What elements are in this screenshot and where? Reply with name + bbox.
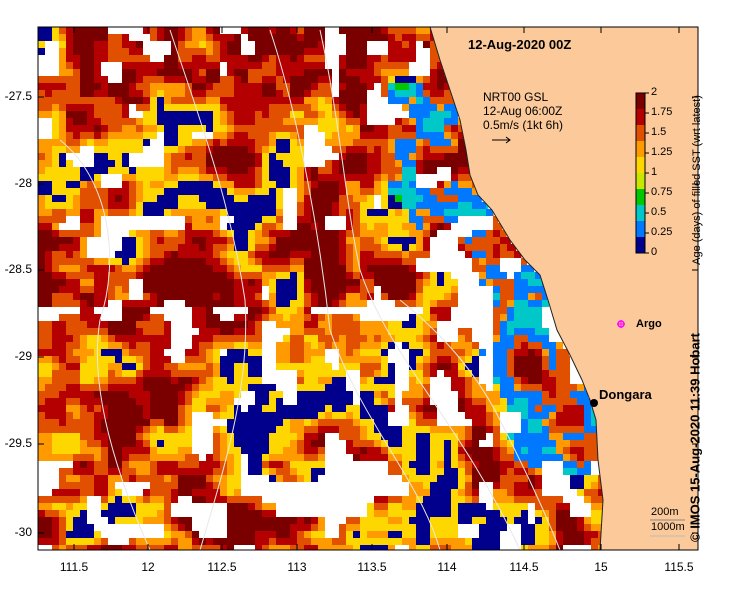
colorbar-tick-label: 1.25: [651, 146, 673, 158]
map-title: 12-Aug-2020 00Z: [468, 37, 572, 52]
lon-tick-label: 15: [594, 560, 608, 574]
colorbar-tick-label: 0.5: [651, 206, 667, 218]
depth-1000m-label: 1000m: [651, 521, 685, 533]
lon-tick-label: 114.5: [509, 560, 539, 574]
argo-label: Argo: [636, 318, 662, 330]
lat-tick-label: -29: [14, 349, 32, 363]
colorbar-tick-label: 0: [651, 246, 658, 258]
dongara-label: Dongara: [599, 387, 652, 402]
colorbar-tick-label: 0.75: [651, 186, 673, 198]
lat-tick-label: -28.5: [4, 262, 32, 276]
current-product-label: NRT00 GSL: [483, 90, 549, 104]
colorbar-segment: [636, 109, 645, 126]
argo-float-icon: [617, 320, 625, 328]
colorbar-segment: [636, 189, 645, 206]
colorbar-tick-label: 1.75: [651, 106, 673, 118]
lat-tick-label: -29.5: [4, 436, 32, 450]
colorbar-segment: [636, 237, 645, 254]
lon-tick-label: 115.5: [664, 560, 694, 574]
colorbar-tick-label: 1: [651, 166, 658, 178]
lon-tick-label: 111.5: [59, 560, 89, 574]
lat-tick-label: -27.5: [4, 89, 32, 103]
lon-tick-label: 12: [141, 560, 155, 574]
colorbar-segment: [636, 157, 645, 174]
colorbar-segment: [636, 141, 645, 158]
bathymetry-contours: [59, 29, 561, 550]
depth-200m-label: 200m: [651, 506, 679, 518]
colorbar-segment: [636, 205, 645, 222]
sst-age-grid: [38, 27, 604, 550]
land-mass: [430, 27, 698, 550]
dongara-marker-icon: [590, 399, 598, 407]
colorbar-label: Age (days) of filled SST (wrt latest): [691, 95, 703, 265]
lat-tick-label: -30: [14, 525, 32, 539]
colorbar-segment: [636, 125, 645, 142]
current-scale-label: 0.5m/s (1kt 6h): [483, 118, 564, 132]
colorbar-segment: [636, 173, 645, 190]
current-time-label: 12-Aug 06:00Z: [483, 104, 563, 118]
lon-tick-label: 112.5: [207, 560, 237, 574]
lon-tick-label: 113: [287, 560, 307, 574]
lon-tick-label: 113.5: [357, 560, 387, 574]
lon-tick-label: 114: [437, 560, 457, 574]
colorbar-segment: [636, 221, 645, 238]
credit-label: © IMOS 15-Aug-2020 11:39 Hobart: [687, 333, 703, 542]
axis-ticks: [38, 27, 698, 550]
colorbar-tick-label: 0.25: [651, 226, 673, 238]
colorbar-tick-label: 1.5: [651, 126, 667, 138]
colorbar: [635, 92, 649, 254]
colorbar-tick-label: 2: [651, 86, 658, 98]
plot-frame: [37, 26, 699, 551]
lat-tick-label: -28: [14, 176, 32, 190]
colorbar-segment: [636, 93, 645, 110]
